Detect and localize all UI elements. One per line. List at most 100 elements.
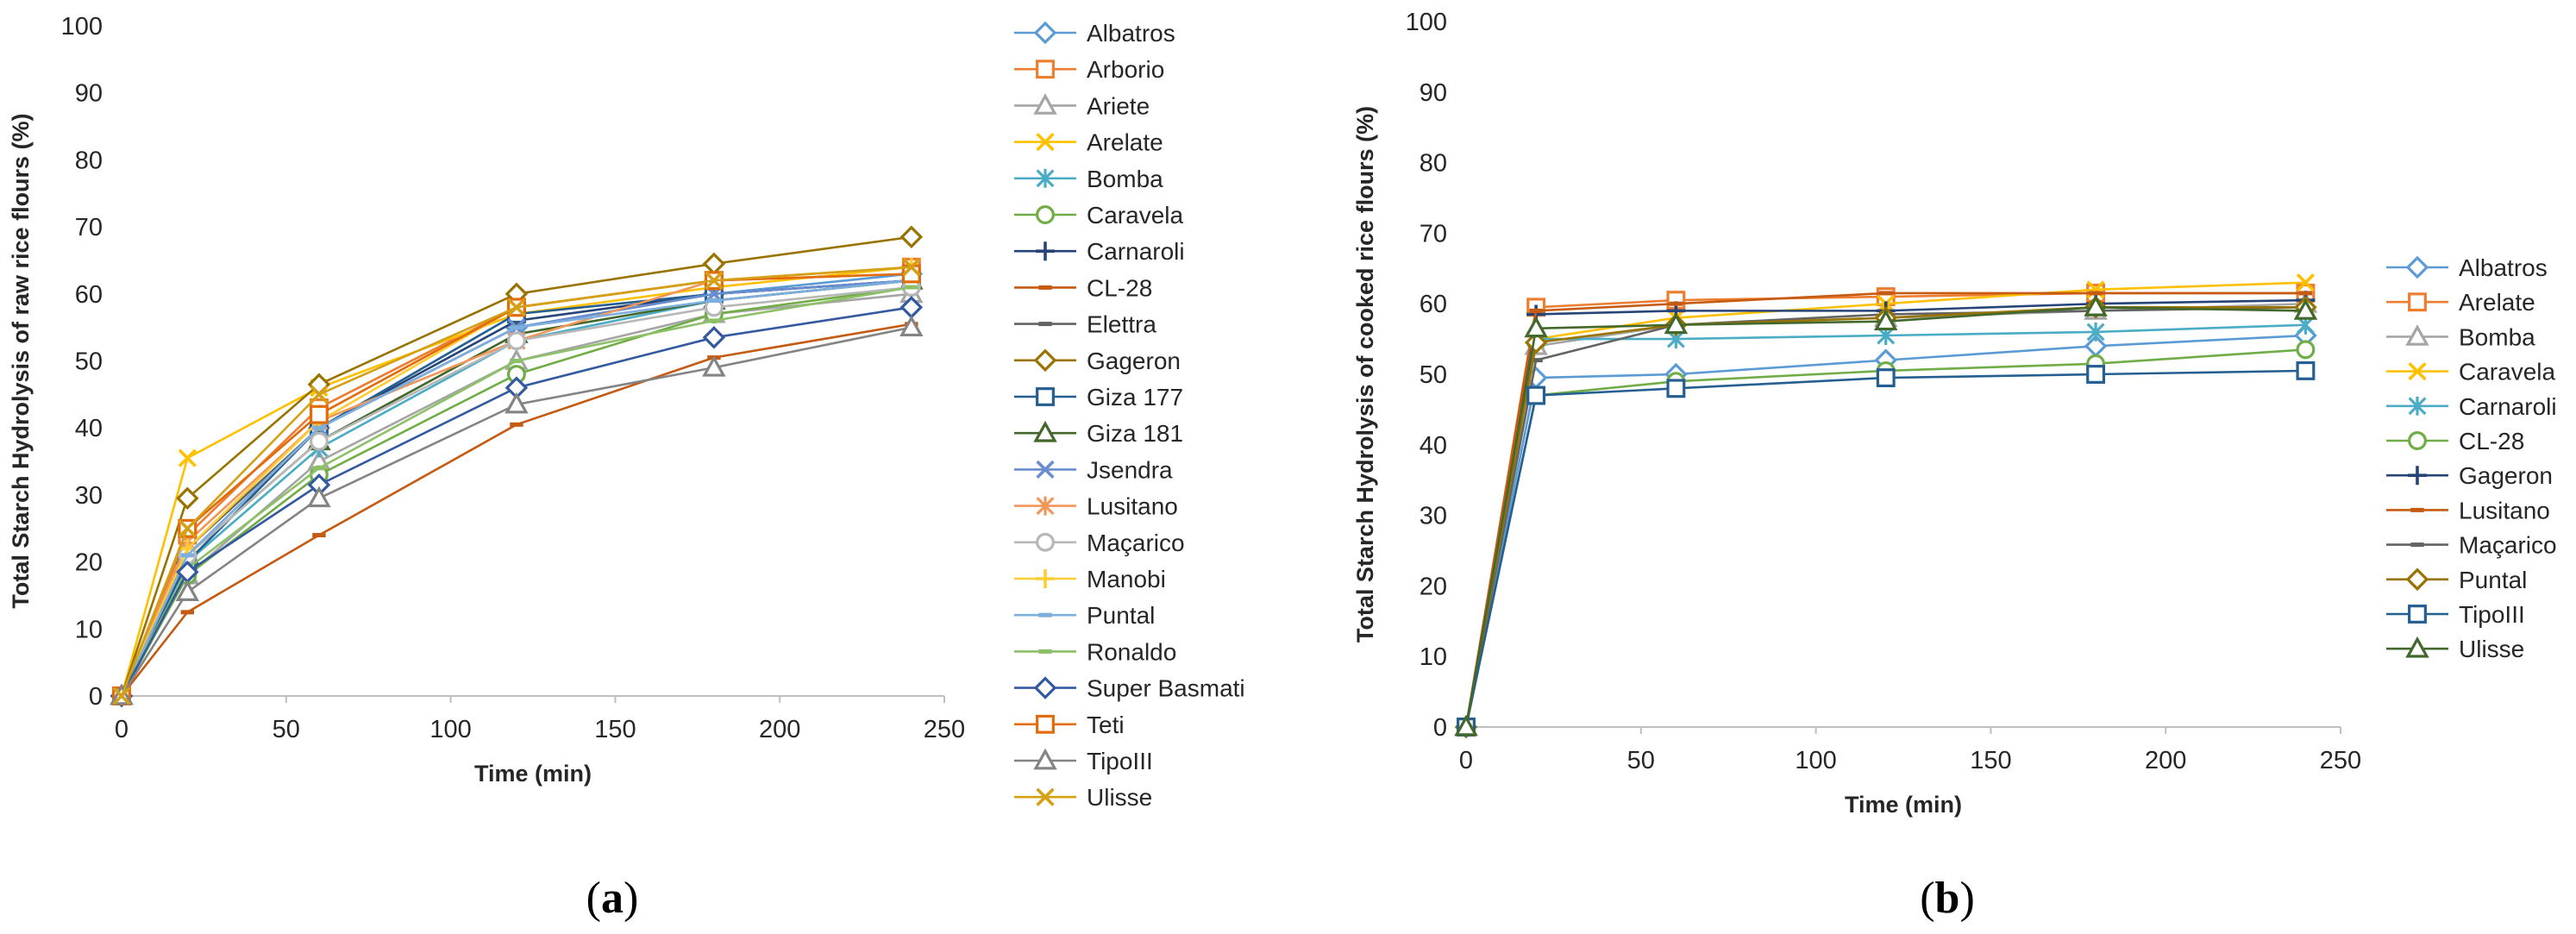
data-point (1526, 386, 1546, 405)
series-line (120, 266, 912, 697)
legend-item-teti: Teti (1014, 711, 1125, 738)
x-tick-label: 250 (2320, 747, 2361, 774)
y-axis-title: Total Starch Hydrolysis of raw rice flou… (8, 113, 34, 608)
x-tick-label: 200 (759, 716, 800, 743)
y-tick-label: 30 (1420, 503, 1447, 530)
data-point (1529, 358, 1543, 363)
legend-marker (2408, 605, 2427, 624)
legend-label: Bomba (2459, 323, 2535, 350)
legend-marker (2408, 361, 2427, 381)
data-point (176, 486, 199, 511)
data-point (707, 298, 721, 304)
legend-label: Albatros (1087, 20, 1175, 47)
legend-item-lusitano: Lusitano (2386, 497, 2550, 523)
legend-marker (1033, 348, 1057, 373)
data-point (505, 392, 529, 414)
data-point (506, 331, 526, 351)
legend-marker (1033, 420, 1057, 442)
legend-item-ariete: Ariete (1014, 92, 1150, 119)
legend-label: Gageron (1087, 348, 1181, 374)
legend-label: TipoIII (1087, 748, 1153, 774)
data-point (2296, 360, 2316, 380)
data-point (905, 285, 918, 290)
legend-marker (1036, 714, 1055, 734)
legend-item-ulisse: Ulisse (1014, 784, 1152, 811)
legend-marker (1038, 649, 1052, 654)
legend-item-gageron: Gageron (2386, 462, 2553, 489)
data-point (1876, 368, 1896, 388)
x-tick-label: 50 (1627, 747, 1655, 774)
y-tick-label: 100 (1406, 9, 1447, 36)
data-point (510, 422, 523, 427)
panel-label: (a) (586, 874, 639, 923)
legend-item-tipoiii: TipoIII (2386, 601, 2525, 628)
legend-label: Ronaldo (1087, 638, 1176, 665)
legend-item-super-basmati: Super Basmati (1014, 675, 1245, 702)
legend-item-caravela: Caravela (2386, 359, 2555, 386)
y-tick-label: 10 (75, 616, 103, 643)
legend-item-giza-177: Giza 177 (1014, 384, 1183, 411)
legend-label: Ulisse (1087, 784, 1152, 811)
y-tick-label: 0 (89, 683, 103, 711)
data-point (899, 225, 924, 249)
legend-item-cl-28: CL-28 (1014, 274, 1152, 301)
x-tick-label: 250 (924, 716, 965, 743)
y-tick-label: 20 (75, 549, 103, 577)
legend-item-bomba: Bomba (2386, 323, 2535, 350)
legend-label: Giza 181 (1087, 420, 1183, 447)
legend-marker (1036, 387, 1055, 406)
legend-item-giza-181: Giza 181 (1014, 420, 1183, 447)
data-point (2089, 291, 2103, 296)
legend-label: Puntal (1087, 602, 1155, 629)
legend-label: Super Basmati (1087, 675, 1245, 702)
legend-marker (2405, 567, 2429, 592)
legend-label: Maçarico (2459, 532, 2557, 559)
legend-label: Manobi (1087, 566, 1166, 592)
data-point (178, 448, 197, 467)
legend-marker (2405, 324, 2429, 346)
legend-label: Giza 177 (1087, 384, 1183, 411)
data-point (1664, 312, 1689, 335)
legend-label: CL-28 (1087, 274, 1152, 301)
data-point (1454, 714, 1478, 737)
series-line (1464, 348, 2306, 728)
data-point (1666, 379, 1686, 398)
legend-item-gageron: Gageron (1014, 348, 1181, 374)
data-point (2298, 291, 2313, 296)
legend-item-jsendra: Jsendra (1014, 456, 1173, 483)
legend-item-carnaroli: Carnaroli (1014, 238, 1185, 265)
legend-item-caravela: Caravela (1014, 202, 1183, 229)
y-tick-label: 50 (75, 348, 103, 376)
x-tick-label: 0 (1459, 747, 1473, 774)
data-point (2084, 294, 2108, 317)
data-point (1529, 308, 1543, 313)
x-tick-label: 150 (594, 716, 636, 743)
y-tick-label: 60 (1420, 291, 1447, 318)
x-tick-label: 50 (273, 716, 300, 743)
y-tick-label: 80 (75, 147, 103, 174)
data-point (707, 318, 721, 323)
legend-label: Puntal (2459, 567, 2527, 593)
x-tick-label: 0 (115, 716, 128, 743)
legend-item-albatros: Albatros (2386, 254, 2548, 281)
series-line (1464, 291, 2306, 728)
legend-item-arelate: Arelate (2386, 289, 2535, 316)
series-tipoiii (1457, 360, 2316, 737)
legend-marker (1036, 241, 1055, 261)
y-axis-title: Total Starch Hydrolysis of cooked rice f… (1352, 106, 1378, 643)
series-line (120, 306, 912, 697)
y-tick-label: 60 (75, 281, 103, 309)
series-line (120, 235, 912, 697)
legend-marker (1038, 322, 1052, 327)
data-point (1879, 291, 1893, 296)
data-point (178, 519, 197, 538)
data-point (312, 425, 326, 430)
legend-label: TipoIII (2459, 601, 2525, 628)
legend-label: Carnaroli (1087, 238, 1185, 265)
series-albatros (1454, 323, 2317, 739)
series-line (120, 285, 912, 697)
data-point (310, 431, 329, 451)
legend-label: Ulisse (2459, 636, 2524, 662)
series-cl-28 (1457, 340, 2316, 737)
x-axis-title: Time (min) (1845, 792, 1962, 818)
